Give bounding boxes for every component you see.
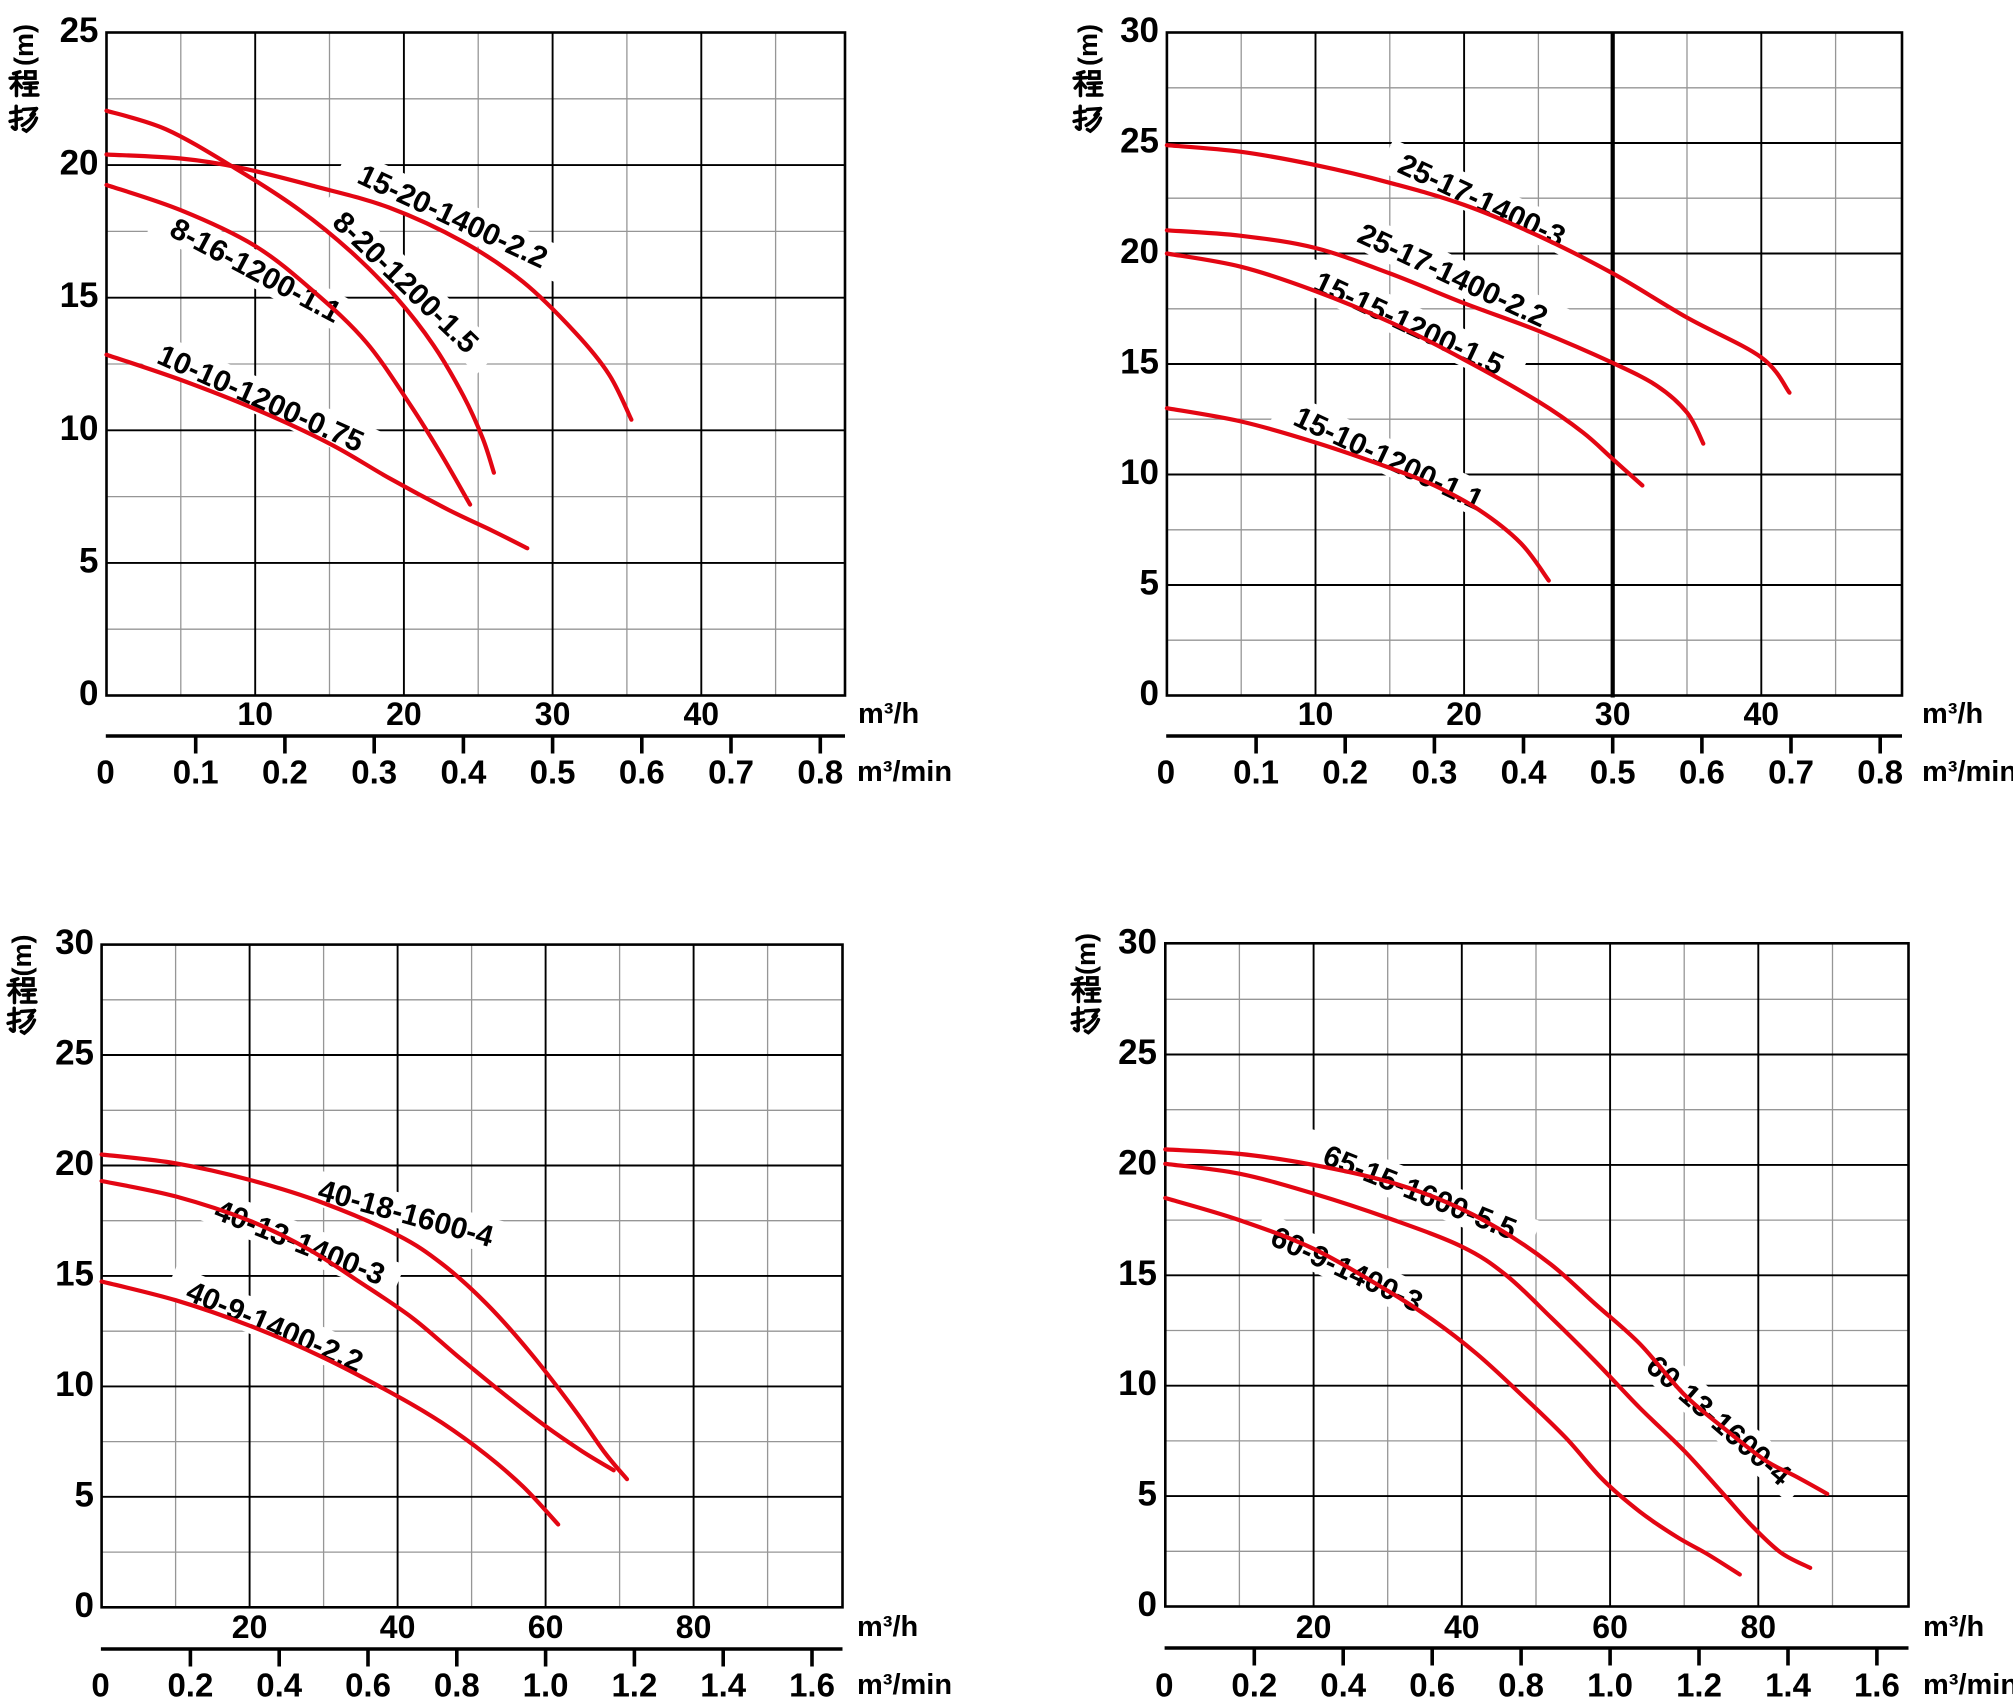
svg-text:30: 30 (535, 696, 571, 732)
svg-text:0.2: 0.2 (262, 754, 308, 791)
svg-text:0.7: 0.7 (1768, 754, 1814, 791)
svg-text:5: 5 (75, 1475, 94, 1514)
svg-text:20: 20 (1446, 696, 1482, 732)
svg-text:60: 60 (1592, 1609, 1628, 1645)
svg-text:1.4: 1.4 (1765, 1667, 1812, 1704)
svg-text:5: 5 (79, 541, 98, 580)
svg-text:0.6: 0.6 (345, 1667, 391, 1704)
svg-text:0.3: 0.3 (1411, 754, 1457, 791)
svg-text:5: 5 (1138, 1475, 1157, 1514)
svg-text:1.4: 1.4 (700, 1667, 747, 1704)
svg-text:0.4: 0.4 (1501, 754, 1548, 791)
svg-text:15: 15 (60, 276, 99, 315)
svg-text:40: 40 (1744, 696, 1780, 732)
svg-text:0.6: 0.6 (619, 754, 665, 791)
svg-text:0.7: 0.7 (708, 754, 754, 791)
svg-text:0.8: 0.8 (1857, 754, 1903, 791)
svg-text:25: 25 (1118, 1033, 1157, 1072)
svg-text:0: 0 (1157, 754, 1175, 791)
svg-text:10: 10 (1118, 1364, 1157, 1403)
svg-text:0: 0 (79, 674, 98, 713)
svg-text:1.2: 1.2 (1676, 1667, 1722, 1704)
svg-text:m³/min: m³/min (1923, 1669, 2013, 1701)
svg-text:m³/h: m³/h (858, 698, 919, 730)
svg-text:0: 0 (75, 1586, 94, 1625)
svg-text:0.6: 0.6 (1409, 1667, 1455, 1704)
svg-text:0: 0 (1155, 1667, 1173, 1704)
svg-text:(m): (m) (7, 935, 37, 977)
svg-text:0.5: 0.5 (1590, 754, 1636, 791)
svg-text:0.4: 0.4 (1320, 1667, 1367, 1704)
svg-text:30: 30 (1120, 11, 1159, 50)
svg-text:0.1: 0.1 (1233, 754, 1279, 791)
svg-text:m³/min: m³/min (857, 756, 952, 788)
svg-text:0.8: 0.8 (434, 1667, 480, 1704)
svg-text:20: 20 (1120, 232, 1159, 271)
svg-text:0: 0 (96, 754, 114, 791)
svg-text:1.6: 1.6 (1854, 1667, 1900, 1704)
svg-text:40: 40 (684, 696, 720, 732)
svg-text:m³/h: m³/h (857, 1611, 918, 1643)
svg-text:(m): (m) (9, 24, 39, 66)
svg-text:0.2: 0.2 (1322, 754, 1368, 791)
svg-text:10: 10 (237, 696, 273, 732)
svg-text:15: 15 (55, 1254, 94, 1293)
svg-text:20: 20 (1296, 1609, 1332, 1645)
svg-text:0.2: 0.2 (167, 1667, 213, 1704)
svg-text:20: 20 (1118, 1143, 1157, 1182)
svg-text:25: 25 (55, 1034, 94, 1073)
svg-text:10: 10 (55, 1365, 94, 1404)
svg-text:0.4: 0.4 (256, 1667, 303, 1704)
svg-text:1.0: 1.0 (1587, 1667, 1633, 1704)
svg-text:0.1: 0.1 (173, 754, 219, 791)
svg-text:25: 25 (1120, 122, 1159, 161)
svg-text:0.5: 0.5 (530, 754, 576, 791)
svg-text:10: 10 (60, 409, 99, 448)
svg-text:10: 10 (1120, 453, 1159, 492)
svg-text:m³/h: m³/h (1923, 1611, 1984, 1643)
svg-text:20: 20 (232, 1609, 268, 1645)
svg-text:0.6: 0.6 (1679, 754, 1725, 791)
svg-text:80: 80 (676, 1609, 712, 1645)
svg-text:0.3: 0.3 (351, 754, 397, 791)
svg-text:80: 80 (1741, 1609, 1777, 1645)
svg-text:20: 20 (55, 1144, 94, 1183)
svg-text:1.2: 1.2 (611, 1667, 657, 1704)
svg-text:(m): (m) (1071, 933, 1101, 975)
svg-text:25: 25 (60, 11, 99, 50)
svg-text:30: 30 (1118, 923, 1157, 962)
svg-text:m³/min: m³/min (857, 1669, 952, 1701)
svg-text:5: 5 (1140, 564, 1159, 603)
svg-text:0.4: 0.4 (440, 754, 487, 791)
svg-text:m³/min: m³/min (1922, 756, 2013, 788)
svg-text:0: 0 (91, 1667, 109, 1704)
svg-text:0: 0 (1138, 1585, 1157, 1624)
svg-text:15: 15 (1118, 1254, 1157, 1293)
svg-text:(m): (m) (1073, 24, 1103, 66)
svg-text:0: 0 (1140, 674, 1159, 713)
svg-text:30: 30 (1595, 696, 1631, 732)
svg-text:15: 15 (1120, 343, 1159, 382)
svg-text:0.8: 0.8 (1498, 1667, 1544, 1704)
svg-text:60: 60 (528, 1609, 564, 1645)
svg-text:20: 20 (60, 144, 99, 183)
svg-text:20: 20 (386, 696, 422, 732)
svg-text:m³/h: m³/h (1922, 698, 1983, 730)
svg-text:40: 40 (380, 1609, 416, 1645)
svg-text:1.0: 1.0 (523, 1667, 569, 1704)
svg-text:0.8: 0.8 (797, 754, 843, 791)
svg-text:0.2: 0.2 (1231, 1667, 1277, 1704)
svg-text:1.6: 1.6 (789, 1667, 835, 1704)
svg-text:10: 10 (1298, 696, 1334, 732)
svg-text:40: 40 (1444, 1609, 1480, 1645)
svg-text:30: 30 (55, 923, 94, 962)
